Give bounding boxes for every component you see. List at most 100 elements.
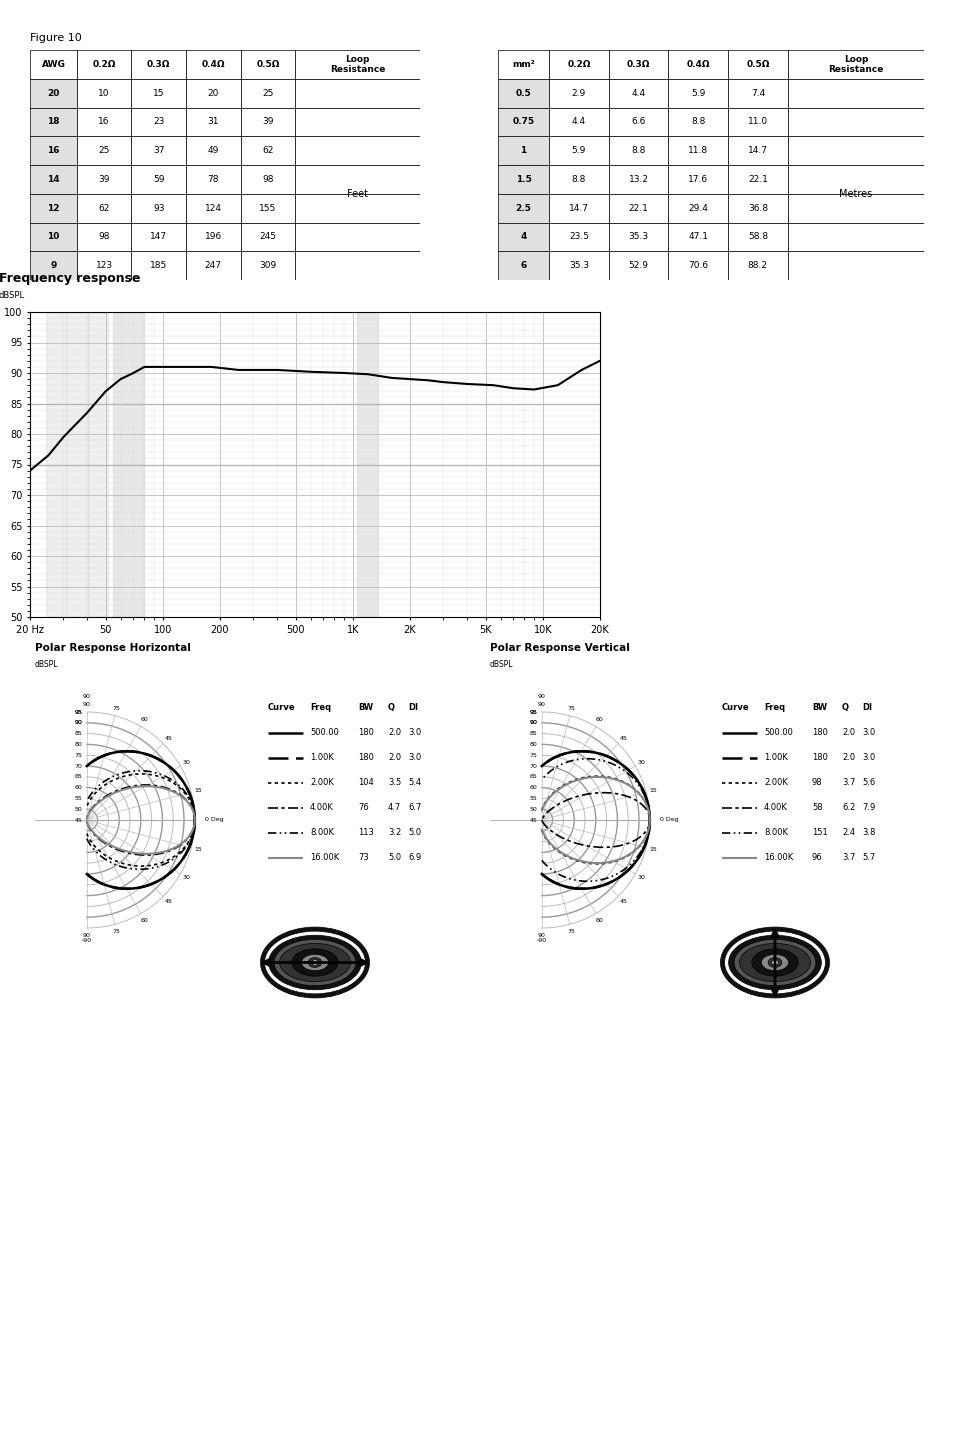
Bar xyxy=(727,165,787,194)
Text: 2.0: 2.0 xyxy=(841,753,854,761)
Text: 36.8: 36.8 xyxy=(747,204,767,212)
Text: 5.7: 5.7 xyxy=(862,853,874,862)
Bar xyxy=(668,79,727,108)
Bar xyxy=(132,194,186,222)
Text: 6: 6 xyxy=(520,261,526,270)
Text: 6.7: 6.7 xyxy=(408,803,421,812)
Text: 65: 65 xyxy=(529,774,537,779)
Text: 0.5Ω: 0.5Ω xyxy=(256,60,279,69)
Bar xyxy=(668,136,727,165)
Text: 58: 58 xyxy=(811,803,821,812)
Bar xyxy=(549,108,608,136)
Text: 3.5: 3.5 xyxy=(388,779,401,787)
Text: 23.5: 23.5 xyxy=(568,232,588,241)
Text: 45: 45 xyxy=(165,736,172,741)
Text: 13.2: 13.2 xyxy=(628,175,648,184)
Bar xyxy=(727,50,787,79)
Bar xyxy=(240,194,294,222)
Text: 90: 90 xyxy=(74,720,82,726)
Bar xyxy=(727,194,787,222)
Text: 1.00K: 1.00K xyxy=(310,753,334,761)
Bar xyxy=(787,50,923,79)
Text: 4.00K: 4.00K xyxy=(763,803,787,812)
Text: 5.9: 5.9 xyxy=(571,146,585,155)
Text: 88.2: 88.2 xyxy=(747,261,767,270)
Bar xyxy=(294,251,419,280)
Bar xyxy=(186,79,240,108)
Text: 2.0: 2.0 xyxy=(388,728,400,737)
Ellipse shape xyxy=(260,926,369,998)
Text: 180: 180 xyxy=(357,753,374,761)
Bar xyxy=(497,222,549,251)
Text: 70.6: 70.6 xyxy=(687,261,707,270)
Bar xyxy=(30,165,77,194)
Bar xyxy=(240,50,294,79)
Bar xyxy=(549,222,608,251)
Text: 90: 90 xyxy=(529,720,537,726)
Text: 0.3Ω: 0.3Ω xyxy=(626,60,650,69)
Bar xyxy=(240,251,294,280)
Bar xyxy=(549,79,608,108)
Text: 4: 4 xyxy=(519,232,526,241)
Bar xyxy=(186,108,240,136)
Text: 18: 18 xyxy=(47,118,60,126)
Text: DI: DI xyxy=(408,703,417,713)
Bar xyxy=(727,136,787,165)
Bar xyxy=(294,50,419,79)
Text: dBSPL: dBSPL xyxy=(490,660,513,668)
Text: 90: 90 xyxy=(529,720,537,726)
Text: 45: 45 xyxy=(165,899,172,905)
Ellipse shape xyxy=(292,949,337,977)
Text: 93: 93 xyxy=(152,204,164,212)
Text: 0.5Ω: 0.5Ω xyxy=(745,60,769,69)
Text: 30: 30 xyxy=(183,875,191,880)
Text: dBSPL: dBSPL xyxy=(35,660,58,668)
Text: 78: 78 xyxy=(208,175,219,184)
Ellipse shape xyxy=(751,949,798,977)
Text: 30: 30 xyxy=(183,760,191,764)
Text: 185: 185 xyxy=(150,261,167,270)
Text: 124: 124 xyxy=(205,204,221,212)
Text: Metres: Metres xyxy=(839,189,872,199)
Text: 50: 50 xyxy=(74,807,82,812)
Text: 75: 75 xyxy=(567,929,575,934)
Text: 0.4Ω: 0.4Ω xyxy=(686,60,709,69)
Text: 60: 60 xyxy=(141,717,149,723)
Bar xyxy=(30,108,77,136)
Text: 180: 180 xyxy=(357,728,374,737)
Bar xyxy=(132,108,186,136)
Ellipse shape xyxy=(771,959,778,965)
Text: 60: 60 xyxy=(595,918,603,922)
Text: 6.2: 6.2 xyxy=(841,803,854,812)
Bar xyxy=(727,108,787,136)
Text: 155: 155 xyxy=(259,204,276,212)
Text: 75: 75 xyxy=(74,753,82,757)
Text: 2.0: 2.0 xyxy=(388,753,400,761)
Text: Curve: Curve xyxy=(268,703,295,713)
Text: 16: 16 xyxy=(47,146,60,155)
Text: 0 Deg: 0 Deg xyxy=(659,817,678,823)
Bar xyxy=(549,194,608,222)
Text: 309: 309 xyxy=(259,261,276,270)
Text: 1: 1 xyxy=(520,146,526,155)
Text: 151: 151 xyxy=(811,827,827,837)
Text: 500.00: 500.00 xyxy=(763,728,792,737)
Text: 104: 104 xyxy=(357,779,374,787)
Text: 45: 45 xyxy=(618,736,627,741)
Bar xyxy=(294,79,419,108)
Text: 60: 60 xyxy=(141,918,149,922)
Ellipse shape xyxy=(264,931,365,994)
Text: 73: 73 xyxy=(357,853,369,862)
Bar xyxy=(608,165,668,194)
Text: BW: BW xyxy=(811,703,826,713)
Bar xyxy=(727,222,787,251)
Bar xyxy=(787,136,923,165)
Bar xyxy=(113,313,144,617)
Text: 0 Deg: 0 Deg xyxy=(204,817,223,823)
Bar xyxy=(668,251,727,280)
Text: 15: 15 xyxy=(649,847,657,852)
Bar xyxy=(727,251,787,280)
Bar xyxy=(240,222,294,251)
Text: 500.00: 500.00 xyxy=(310,728,338,737)
Bar xyxy=(132,251,186,280)
